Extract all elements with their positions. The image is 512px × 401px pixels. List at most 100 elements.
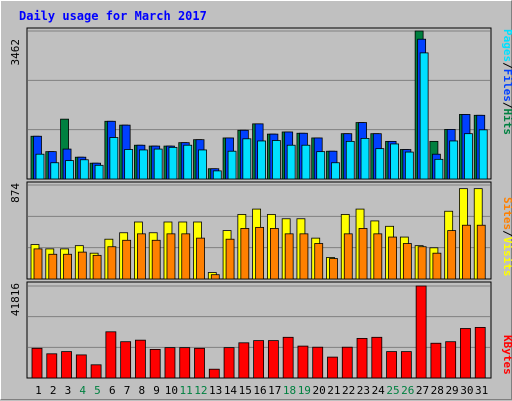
day-label: 25 [386, 384, 399, 397]
bar-kbytes [208, 368, 220, 379]
bar-sites [462, 224, 471, 280]
bar-sites [166, 233, 176, 280]
day-label: 27 [416, 384, 429, 397]
bar-kbytes [430, 342, 442, 379]
bar-pages [65, 160, 74, 180]
day-label: 20 [312, 384, 325, 397]
legend-separator: / [501, 62, 512, 69]
bar-pages [35, 153, 45, 180]
bar-sites [225, 238, 235, 280]
day-label: 22 [342, 384, 355, 397]
bar-kbytes [31, 347, 43, 379]
bar-sites [77, 251, 87, 280]
bar-kbytes [445, 341, 457, 379]
bar-sites [343, 233, 353, 280]
bar-sites [402, 243, 412, 280]
legend-files: Files [501, 69, 512, 102]
day-label: 6 [109, 384, 116, 397]
bar-kbytes [120, 341, 132, 379]
bar-pages [419, 52, 429, 180]
bar-pages [94, 164, 104, 180]
legend-hits: Hits [501, 109, 512, 136]
bar-pages [390, 143, 399, 180]
day-label: 1 [35, 384, 42, 397]
bar-sites [329, 258, 338, 280]
bar-sites [48, 253, 58, 280]
bar-sites [122, 239, 132, 280]
bar-pages [242, 138, 252, 180]
bar-kbytes [400, 351, 412, 379]
legend-visits: Visits [501, 237, 512, 277]
bar-sites [299, 233, 309, 280]
bar-kbytes [46, 353, 58, 379]
bar-kbytes [371, 336, 383, 379]
legend-sites: Sites [501, 197, 512, 230]
bar-sites [196, 237, 205, 280]
day-label: 21 [327, 384, 340, 397]
bar-sites [240, 228, 250, 280]
bar-kbytes [105, 331, 117, 379]
bar-sites [417, 246, 427, 280]
bar-sites [210, 274, 220, 280]
bar-pages [124, 149, 134, 180]
legend-kbytes: KBytes [501, 335, 512, 375]
bar-kbytes [194, 347, 205, 379]
bar-sites [358, 228, 368, 280]
bar-kbytes [149, 348, 161, 379]
bar-kbytes [238, 342, 250, 379]
bar-pages [316, 151, 326, 180]
bottom-panel-legend: KBytes [501, 335, 512, 375]
bar-pages [286, 144, 296, 180]
day-label: 18 [283, 384, 296, 397]
bar-pages [301, 144, 311, 180]
bar-kbytes [282, 336, 294, 379]
day-label: 9 [153, 384, 160, 397]
bar-pages [227, 150, 237, 180]
day-label: 24 [372, 384, 386, 397]
day-label: 8 [138, 384, 145, 397]
bar-pages [271, 140, 281, 180]
bar-kbytes [267, 340, 279, 379]
day-label: 13 [209, 384, 222, 397]
day-label: 19 [298, 384, 311, 397]
day-label: 16 [253, 384, 266, 397]
day-label: 12 [194, 384, 207, 397]
bar-sites [373, 233, 383, 280]
bar-kbytes [327, 356, 338, 379]
day-label: 31 [475, 384, 488, 397]
bar-pages [79, 159, 89, 180]
bar-pages [212, 170, 222, 180]
bar-pages [183, 144, 193, 180]
day-label: 26 [401, 384, 414, 397]
panel-kbytes [26, 281, 492, 379]
bar-pages [198, 149, 207, 180]
bar-sites [181, 233, 191, 280]
bar-sites [63, 253, 72, 280]
day-label: 11 [180, 384, 193, 397]
bar-pages [449, 140, 459, 180]
bar-pages [478, 129, 488, 180]
bar-kbytes [253, 340, 265, 379]
bar-sites [476, 224, 486, 280]
bar-kbytes [356, 337, 368, 379]
bar-pages [139, 149, 148, 180]
bar-sites [269, 228, 279, 280]
day-label: 4 [79, 384, 86, 397]
day-label: 14 [224, 384, 238, 397]
day-label: 29 [445, 384, 458, 397]
day-label: 30 [460, 384, 473, 397]
bar-kbytes [415, 285, 427, 379]
legend-pages: Pages [501, 29, 512, 62]
bar-kbytes [164, 347, 176, 379]
chart-title: Daily usage for March 2017 [19, 9, 207, 23]
bar-kbytes [135, 339, 146, 379]
bar-sites [107, 246, 117, 280]
legend-separator: / [501, 102, 512, 109]
day-label: 23 [357, 384, 370, 397]
bar-kbytes [90, 364, 102, 379]
bar-pages [464, 133, 473, 180]
bar-pages [153, 148, 163, 180]
bar-sites [255, 226, 265, 280]
bar-kbytes [460, 328, 471, 379]
